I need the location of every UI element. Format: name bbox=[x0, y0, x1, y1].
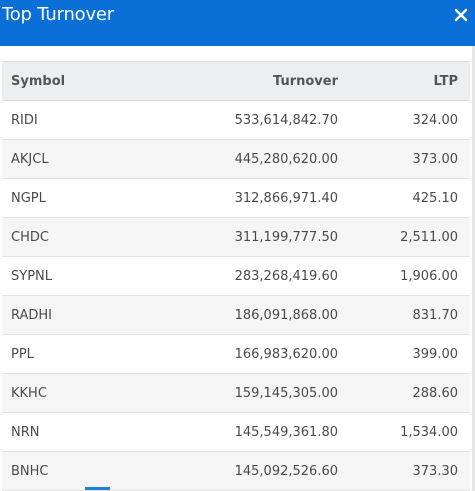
cell-ltp: 288.60 bbox=[340, 373, 470, 413]
cell-symbol: NRN bbox=[2, 412, 162, 452]
cell-symbol: AKJCL bbox=[2, 139, 162, 179]
column-header-turnover[interactable]: Turnover bbox=[162, 61, 340, 101]
column-header-symbol[interactable]: Symbol bbox=[2, 61, 162, 101]
cell-turnover: 445,280,620.00 bbox=[162, 139, 340, 179]
cell-turnover: 312,866,971.40 bbox=[162, 178, 340, 218]
table-row[interactable]: NRN 145,549,361.80 1,534.00 bbox=[2, 412, 470, 452]
table-row[interactable]: BNHC 145,092,526.60 373.30 bbox=[2, 451, 470, 491]
cell-turnover: 159,145,305.00 bbox=[162, 373, 340, 413]
table-row[interactable]: RIDI 533,614,842.70 324.00 bbox=[2, 100, 470, 140]
scrollbar-track[interactable] bbox=[472, 46, 475, 491]
cell-symbol: KKHC bbox=[2, 373, 162, 413]
cell-turnover: 145,549,361.80 bbox=[162, 412, 340, 452]
cell-turnover: 166,983,620.00 bbox=[162, 334, 340, 374]
table-row[interactable]: KKHC 159,145,305.00 288.60 bbox=[2, 373, 470, 413]
cell-symbol: NGPL bbox=[2, 178, 162, 218]
cell-turnover: 145,092,526.60 bbox=[162, 451, 340, 491]
modal-header: Top Turnover bbox=[0, 0, 475, 46]
column-header-ltp[interactable]: LTP bbox=[340, 61, 470, 101]
scroll-indicator[interactable] bbox=[85, 487, 110, 490]
table-row[interactable]: CHDC 311,199,777.50 2,511.00 bbox=[2, 217, 470, 257]
cell-ltp: 831.70 bbox=[340, 295, 470, 335]
cell-ltp: 1,906.00 bbox=[340, 256, 470, 296]
table-row[interactable]: SYPNL 283,268,419.60 1,906.00 bbox=[2, 256, 470, 296]
cell-ltp: 425.10 bbox=[340, 178, 470, 218]
cell-symbol: SYPNL bbox=[2, 256, 162, 296]
cell-turnover: 283,268,419.60 bbox=[162, 256, 340, 296]
cell-ltp: 373.00 bbox=[340, 139, 470, 179]
cell-symbol: RADHI bbox=[2, 295, 162, 335]
cell-symbol: CHDC bbox=[2, 217, 162, 257]
cell-symbol: BNHC bbox=[2, 451, 162, 491]
cell-ltp: 324.00 bbox=[340, 100, 470, 140]
table-row[interactable]: RADHI 186,091,868.00 831.70 bbox=[2, 295, 470, 335]
cell-turnover: 311,199,777.50 bbox=[162, 217, 340, 257]
cell-ltp: 2,511.00 bbox=[340, 217, 470, 257]
cell-symbol: RIDI bbox=[2, 100, 162, 140]
cell-turnover: 186,091,868.00 bbox=[162, 295, 340, 335]
table-row[interactable]: PPL 166,983,620.00 399.00 bbox=[2, 334, 470, 374]
close-icon[interactable] bbox=[453, 7, 469, 23]
table-row[interactable]: NGPL 312,866,971.40 425.10 bbox=[2, 178, 470, 218]
cell-ltp: 1,534.00 bbox=[340, 412, 470, 452]
table-row[interactable]: AKJCL 445,280,620.00 373.00 bbox=[2, 139, 470, 179]
cell-turnover: 533,614,842.70 bbox=[162, 100, 340, 140]
cell-ltp: 373.30 bbox=[340, 451, 470, 491]
turnover-table: Symbol Turnover LTP RIDI 533,614,842.70 32… bbox=[2, 61, 470, 491]
cell-ltp: 399.00 bbox=[340, 334, 470, 374]
turnover-table-container: Symbol Turnover LTP RIDI 533,614,842.70 32… bbox=[2, 61, 470, 491]
table-header-row: Symbol Turnover LTP bbox=[2, 61, 470, 101]
modal-title: Top Turnover bbox=[2, 4, 114, 25]
cell-symbol: PPL bbox=[2, 334, 162, 374]
